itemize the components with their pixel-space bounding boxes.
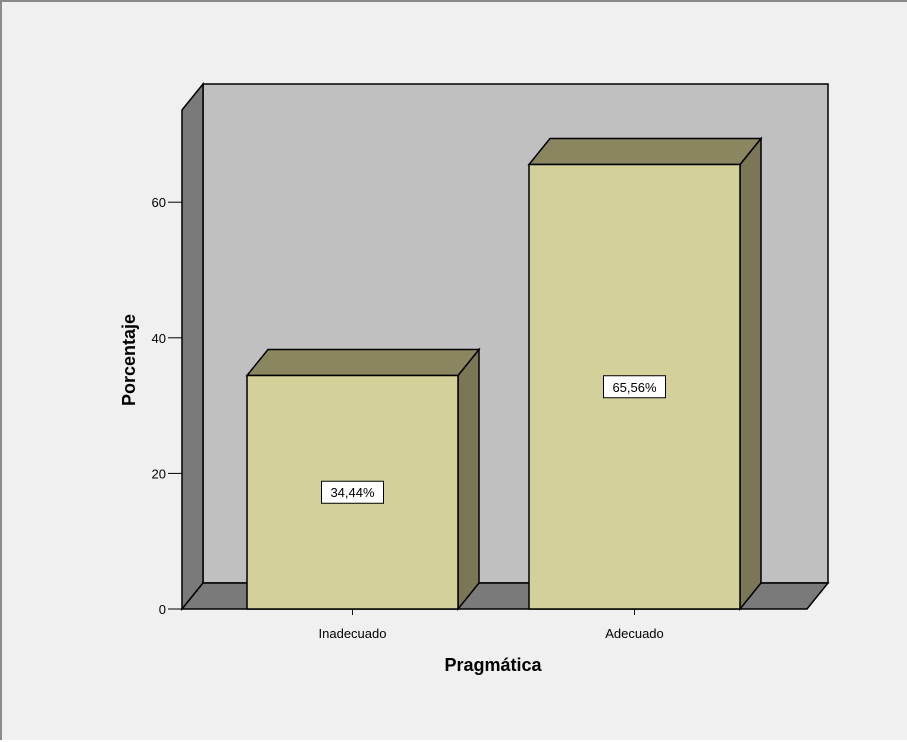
x-axis-tick-labels: Inadecuado Adecuado: [319, 609, 664, 641]
y-tick-label: 0: [159, 602, 166, 617]
bar-side: [739, 136, 762, 612]
x-axis-title: Pragmática: [444, 655, 542, 675]
data-label: 34,44%: [330, 485, 375, 500]
x-tick-label: Adecuado: [605, 626, 664, 641]
data-label-box: [603, 375, 666, 399]
data-label-box: [321, 480, 384, 504]
bar-adecuado: 65,56%: [527, 136, 763, 612]
y-tick-label: 60: [152, 195, 166, 210]
x-tick-label: Inadecuado: [319, 626, 387, 641]
bars: 34,44% 65,56%: [245, 136, 763, 612]
bar-side: [457, 347, 480, 612]
y-axis-title: Porcentaje: [119, 314, 139, 406]
chart-side-wall: [181, 81, 204, 612]
bar-top: [245, 348, 481, 377]
bar-top: [527, 137, 763, 166]
y-tick-label: 40: [152, 331, 166, 346]
bar-inadecuado: 34,44%: [245, 347, 481, 612]
y-axis: 0 20 40 60: [152, 195, 182, 617]
y-tick-label: 20: [152, 466, 166, 481]
data-label: 65,56%: [612, 380, 657, 395]
